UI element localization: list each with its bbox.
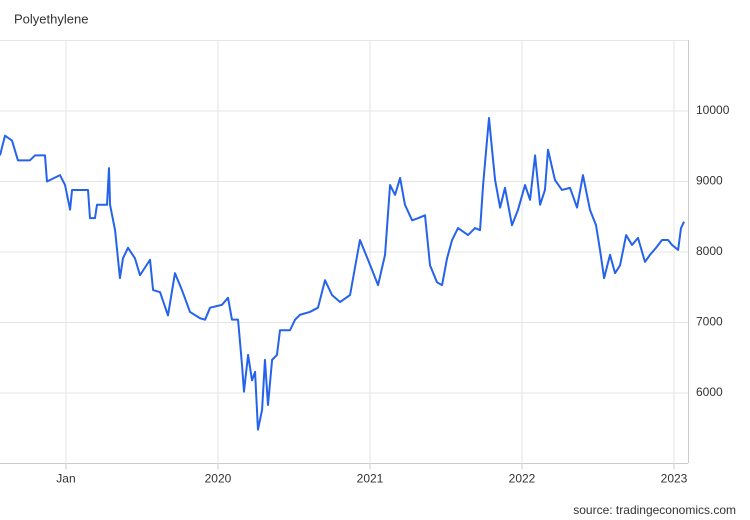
x-tick-label: 2023 [661, 472, 688, 486]
source-note: source: tradingeconomics.com [573, 503, 736, 517]
chart-title: Polyethylene [14, 11, 88, 26]
y-tick-label: 10000 [696, 103, 730, 117]
y-tick-label: 8000 [696, 244, 723, 258]
line-series [0, 117, 685, 431]
x-tick-label: 2021 [357, 472, 384, 486]
y-tick-label: 7000 [696, 315, 723, 329]
y-tick-label: 6000 [696, 385, 723, 399]
x-tick-label: 2022 [509, 472, 536, 486]
y-tick-label: 9000 [696, 174, 723, 188]
x-tick-label: 2020 [205, 472, 232, 486]
x-tick-label: Jan [56, 472, 75, 486]
